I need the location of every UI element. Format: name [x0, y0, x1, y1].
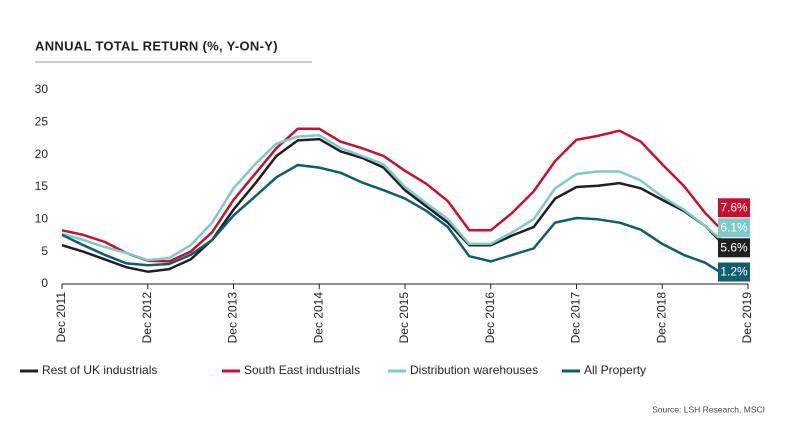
source: Source: LSH Research, MSCI	[652, 404, 765, 414]
x-tick-label: Dec 2014	[311, 292, 325, 344]
x-tick-label: Dec 2013	[226, 292, 240, 344]
x-tick-label: Dec 2015	[397, 292, 411, 344]
y-tick-label: 20	[35, 147, 49, 161]
end-label: 7.6%	[720, 200, 748, 214]
end-label: 6.1%	[720, 220, 748, 234]
legend-label: Distribution warehouses	[410, 363, 538, 377]
end-label-box	[718, 262, 750, 282]
end-label-box	[718, 198, 750, 218]
end-label-box	[718, 238, 750, 258]
x-tick-label: Dec 2017	[569, 292, 583, 344]
legend-label: All Property	[584, 363, 646, 377]
y-tick-label: 15	[35, 179, 49, 193]
series-line	[61, 127, 728, 263]
series-line	[61, 163, 728, 278]
x-tick-label: Dec 2019	[740, 292, 754, 344]
y-tick-label: 5	[41, 244, 48, 258]
y-tick-label: 30	[35, 82, 49, 96]
end-label: 5.6%	[720, 240, 748, 254]
end-label: 1.2%	[720, 265, 748, 279]
y-tick-label: 10	[35, 212, 49, 226]
legend-label: Rest of UK industrials	[42, 363, 157, 377]
y-tick-label: 0	[41, 276, 48, 290]
chart-title: ANNUAL TOTAL RETURN (%, Y-ON-Y)	[35, 38, 278, 53]
x-tick-label: Dec 2011	[54, 292, 68, 343]
y-tick-label: 25	[35, 115, 49, 129]
x-tick-label: Dec 2012	[140, 292, 154, 344]
x-tick-label: Dec 2018	[654, 292, 668, 344]
series-line	[61, 137, 728, 273]
legend-label: South East industrials	[244, 363, 360, 377]
series-line	[61, 134, 728, 262]
x-tick-label: Dec 2016	[483, 292, 497, 344]
end-label-box	[718, 218, 750, 238]
